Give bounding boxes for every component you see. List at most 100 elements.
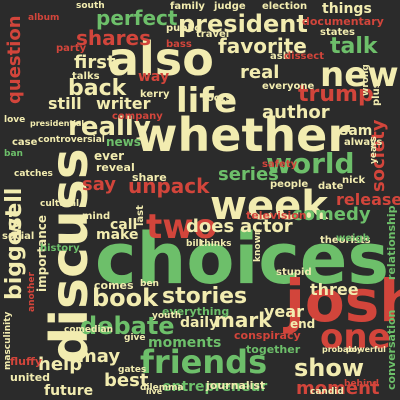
- word-shares: shares: [76, 26, 151, 50]
- word-relationship: relationship: [385, 205, 398, 280]
- word-theorists: theorists: [320, 235, 371, 246]
- word-bass: bass: [166, 39, 192, 50]
- word-book: book: [92, 284, 159, 312]
- word-trump: trump: [298, 82, 374, 107]
- word-always: always: [344, 137, 383, 148]
- word-conversation: conversation: [385, 309, 398, 390]
- word-perfect: perfect: [96, 6, 178, 30]
- word-news: news: [106, 135, 141, 149]
- word-comedy: comedy: [292, 204, 371, 225]
- word-really: really: [68, 112, 151, 142]
- word-known: known: [253, 228, 263, 262]
- word-plus: plus: [371, 82, 382, 106]
- word-new: new: [320, 55, 399, 95]
- word-choices: choices: [95, 218, 390, 300]
- word-behind: behind: [344, 379, 379, 389]
- word-conspiracy: conspiracy: [234, 329, 301, 342]
- word-world: world: [266, 147, 355, 180]
- word-live: live: [146, 387, 163, 396]
- word-talks: talks: [72, 71, 100, 82]
- word-roots: roots: [202, 93, 232, 104]
- word-help: help: [38, 354, 83, 375]
- word-comes: comes: [94, 279, 134, 292]
- word-last: last: [135, 205, 146, 226]
- word-two: two: [146, 207, 218, 247]
- word-nick: nick: [342, 175, 366, 186]
- word-talk: talk: [330, 34, 378, 59]
- word-ban: ban: [4, 149, 23, 159]
- word-kerry: kerry: [140, 89, 170, 100]
- word-moments: moments: [148, 335, 222, 351]
- word-author: author: [262, 102, 330, 123]
- word-states: states: [320, 27, 355, 38]
- word-youth: youth: [152, 311, 182, 321]
- word-television: television: [246, 209, 307, 222]
- word-candid: candid: [310, 387, 344, 397]
- word-back: back: [68, 76, 127, 101]
- word-stupid: stupid: [276, 267, 312, 278]
- word-moment: moment: [296, 378, 380, 399]
- word-three: three: [310, 280, 359, 299]
- word-presidential: presidential: [30, 119, 85, 128]
- word-ever: ever: [94, 149, 125, 163]
- word-south: south: [76, 1, 105, 11]
- word-give: give: [124, 333, 146, 343]
- word-cultural: cultural: [40, 199, 80, 209]
- word-album: album: [28, 13, 60, 23]
- word-release: release: [336, 190, 400, 209]
- word-also: also: [108, 32, 214, 86]
- word-case: case: [12, 137, 38, 148]
- word-best: best: [104, 370, 149, 391]
- word-election: election: [262, 1, 308, 12]
- word-powerful: powerful: [346, 345, 386, 354]
- word-future: future: [44, 383, 94, 399]
- word-share: share: [132, 171, 167, 184]
- word-president: president: [178, 10, 308, 38]
- word-everyone: everyone: [262, 81, 315, 92]
- word-documentary: documentary: [302, 15, 384, 28]
- word-favorite: favorite: [218, 34, 307, 58]
- word-say: say: [82, 174, 117, 195]
- word-family: family: [170, 1, 205, 12]
- word-journalist: journalist: [206, 379, 266, 392]
- word-controversial: controversial: [38, 135, 105, 145]
- word-friends: friends: [140, 343, 268, 381]
- word-safety: safety: [262, 159, 298, 170]
- word-unpack: unpack: [128, 174, 210, 198]
- word-party: party: [56, 43, 87, 54]
- word-company: company: [112, 111, 163, 122]
- word-history: history: [40, 243, 80, 254]
- word-social: social: [2, 231, 35, 242]
- word-daily: daily: [180, 315, 219, 331]
- word-stories: stories: [162, 284, 248, 309]
- word-sam: sam: [340, 123, 373, 139]
- word-bill: bill: [186, 239, 202, 249]
- word-years: years: [369, 136, 379, 164]
- word-may: may: [78, 346, 121, 367]
- word-gates: gates: [118, 365, 147, 375]
- word-catches: catches: [14, 169, 53, 179]
- word-judge: judge: [214, 1, 246, 12]
- word-dilemma: dilemma: [140, 383, 184, 393]
- word-weigh: weigh: [336, 233, 370, 244]
- word-masculinity: masculinity: [3, 311, 13, 370]
- word-life: life: [176, 81, 238, 121]
- word-probably: probably: [322, 345, 362, 354]
- word-writer: writer: [96, 94, 151, 113]
- word-week: week: [210, 183, 328, 229]
- word-josh: josh: [285, 267, 400, 335]
- word-united: united: [10, 371, 51, 384]
- word-actor: actor: [240, 216, 293, 237]
- word-one: one: [320, 317, 391, 357]
- word-things: things: [322, 1, 372, 17]
- word-real: real: [240, 62, 280, 83]
- word-wrong: wrong: [361, 64, 371, 96]
- word-ask: ask: [270, 51, 290, 62]
- word-public: public: [166, 23, 201, 34]
- word-ben: ben: [140, 279, 159, 289]
- word-reveal: reveal: [96, 161, 135, 174]
- word-show: show: [294, 354, 365, 382]
- word-whether: whether: [135, 108, 351, 162]
- word-debate: debate: [80, 312, 175, 340]
- word-mark: mark: [214, 308, 272, 332]
